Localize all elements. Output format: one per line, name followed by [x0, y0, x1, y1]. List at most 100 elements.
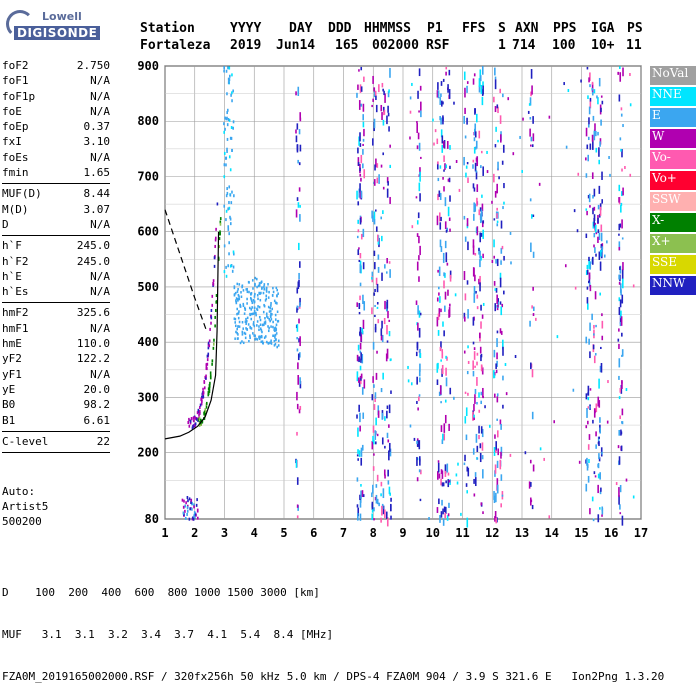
- echo-mark: [494, 67, 496, 76]
- echo-mark: [359, 342, 362, 350]
- echo-mark: [359, 253, 362, 259]
- echo-mark: [228, 232, 230, 236]
- echo-mark: [388, 319, 391, 322]
- echo-mark: [519, 135, 521, 139]
- echo-mark: [480, 84, 483, 95]
- echo-mark: [449, 165, 451, 170]
- x-tick-label: 3: [221, 526, 228, 540]
- echo-mark: [358, 100, 361, 110]
- echo-mark: [246, 316, 249, 320]
- echo-mark: [416, 233, 419, 237]
- echo-mark: [476, 352, 479, 356]
- echo-mark: [446, 356, 448, 361]
- echo-mark: [607, 380, 609, 384]
- echo-mark: [234, 291, 237, 295]
- echo-mark: [207, 392, 210, 396]
- echo-mark: [228, 78, 231, 82]
- echo-mark: [359, 132, 361, 142]
- echo-mark: [618, 328, 620, 332]
- echo-mark: [473, 202, 475, 213]
- echo-mark: [621, 168, 623, 172]
- echo-mark: [473, 347, 476, 351]
- echo-mark: [386, 299, 389, 309]
- echo-mark: [493, 239, 495, 248]
- echo-mark: [502, 375, 504, 381]
- echo-mark: [223, 163, 226, 167]
- echo-mark: [482, 85, 484, 95]
- echo-mark: [418, 182, 421, 192]
- echo-mark: [223, 175, 226, 179]
- echo-mark: [209, 327, 211, 331]
- echo-mark: [474, 123, 477, 132]
- echo-mark: [529, 459, 532, 464]
- echo-mark: [242, 302, 245, 306]
- echo-mark: [467, 360, 470, 364]
- echo-mark: [372, 138, 374, 146]
- echo-mark: [625, 478, 628, 482]
- echo-mark: [272, 325, 274, 329]
- param-name: foE: [2, 104, 22, 118]
- param-separator: [2, 452, 110, 454]
- echo-mark: [359, 167, 361, 172]
- echo-mark: [474, 131, 477, 138]
- echo-mark: [622, 278, 624, 289]
- echo-mark: [270, 312, 272, 316]
- echo-mark: [357, 344, 360, 351]
- echo-mark: [204, 376, 207, 380]
- echo-mark: [564, 264, 567, 268]
- echo-mark: [362, 143, 364, 147]
- echo-mark: [466, 117, 468, 125]
- echo-mark: [255, 313, 257, 317]
- echo-mark: [416, 121, 418, 124]
- echo-mark: [233, 293, 236, 296]
- echo-mark: [440, 246, 443, 252]
- echo-mark: [296, 287, 299, 294]
- param-name: M(D): [2, 202, 29, 216]
- echo-mark: [622, 67, 624, 77]
- echo-mark: [389, 67, 391, 78]
- echo-mark: [478, 392, 480, 398]
- echo-mark: [532, 133, 535, 142]
- param-name: hmF2: [2, 306, 29, 320]
- echo-mark: [480, 165, 482, 169]
- legend-item-sse: SSE: [650, 255, 696, 274]
- echo-mark: [389, 196, 391, 204]
- echo-mark: [480, 391, 483, 396]
- echo-mark: [299, 336, 301, 347]
- echo-mark: [472, 245, 475, 255]
- echo-mark: [416, 440, 418, 444]
- echo-mark: [260, 329, 263, 332]
- echo-mark: [494, 76, 497, 80]
- echo-mark: [598, 232, 601, 240]
- echo-mark: [263, 283, 266, 286]
- x-tick-label: 17: [634, 526, 648, 540]
- echo-mark: [497, 298, 500, 303]
- echo-mark: [418, 142, 421, 151]
- header-label-11: PS: [627, 21, 643, 36]
- echo-mark: [503, 183, 505, 189]
- echo-mark: [489, 424, 491, 428]
- echo-mark: [476, 306, 479, 310]
- param-row: B1 6.61: [2, 413, 110, 428]
- echo-mark: [493, 96, 495, 103]
- echo-mark: [419, 458, 421, 466]
- echo-mark: [618, 396, 621, 400]
- echo-mark: [473, 493, 476, 497]
- echo-mark: [444, 506, 447, 514]
- echo-mark: [264, 299, 267, 302]
- echo-mark: [578, 460, 581, 464]
- echo-mark: [193, 514, 195, 518]
- echo-mark: [481, 367, 484, 375]
- echo-mark: [446, 262, 449, 266]
- echo-mark: [417, 305, 419, 315]
- echo-mark: [383, 109, 386, 115]
- echo-mark: [467, 177, 469, 183]
- echo-mark: [190, 417, 193, 421]
- echo-mark: [263, 285, 265, 289]
- echo-mark: [203, 411, 206, 415]
- echo-mark: [196, 509, 199, 513]
- echo-mark: [262, 310, 265, 314]
- echo-mark: [258, 328, 260, 332]
- echo-mark: [197, 418, 200, 422]
- echo-mark: [259, 298, 262, 302]
